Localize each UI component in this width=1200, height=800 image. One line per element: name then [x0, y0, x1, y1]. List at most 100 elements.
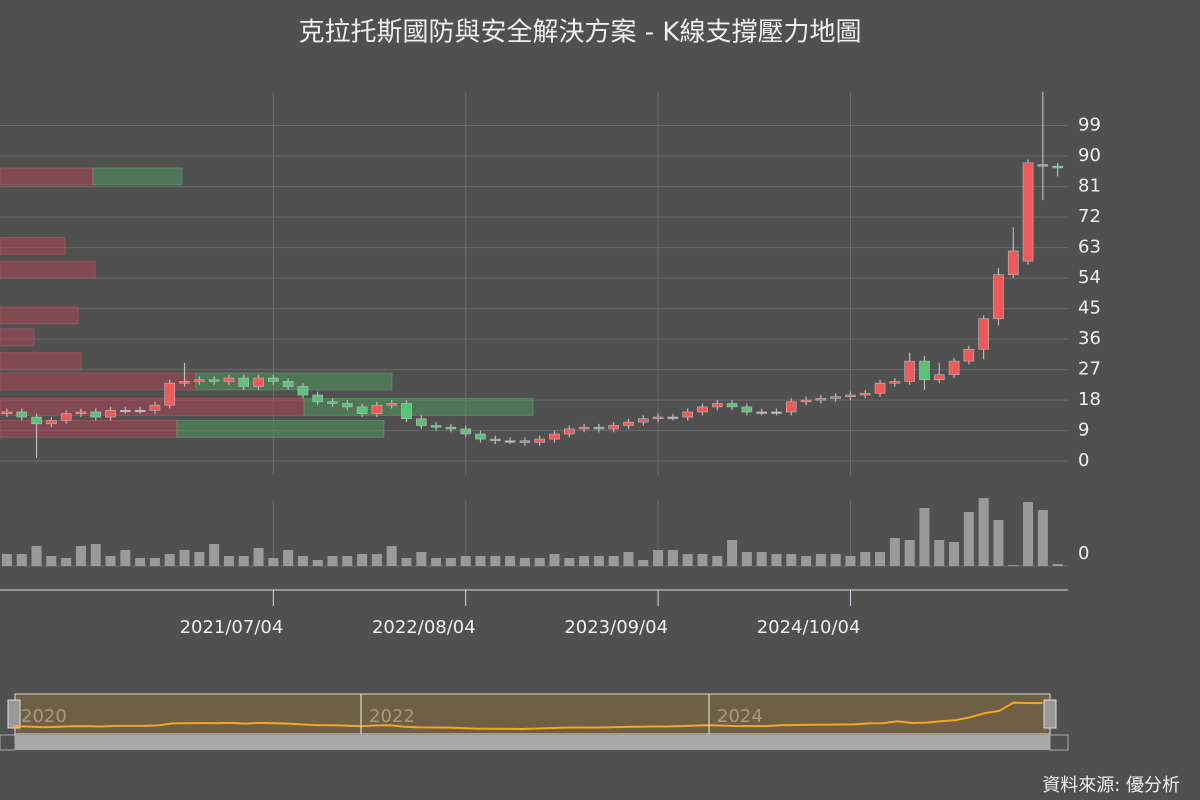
volume-bar [549, 554, 560, 566]
candle-body [948, 360, 960, 375]
volume-bar [1037, 510, 1048, 566]
volume-bar [667, 550, 678, 566]
candle-body [1022, 162, 1034, 262]
candle-body [371, 404, 383, 414]
volume-bar [904, 540, 915, 566]
candle-body [134, 409, 146, 413]
y-tick-label: 36 [1078, 328, 1101, 349]
volume-bar [194, 552, 205, 566]
candle-body [327, 401, 338, 404]
candle-body [800, 399, 812, 403]
x-tick-label: 2022/08/04 [372, 617, 476, 638]
volume-bar [505, 556, 516, 566]
candle-body [845, 394, 856, 398]
candle-body [430, 425, 442, 428]
support-zone [303, 397, 534, 416]
volume-bar [519, 558, 530, 566]
volume-bar [46, 556, 57, 566]
candle-body [1, 411, 13, 414]
volume-bar [875, 552, 886, 566]
volume-bar [534, 558, 545, 566]
volume-bar [919, 508, 930, 566]
volume-bar [416, 552, 427, 566]
candle-body [593, 426, 605, 430]
volume-bar [90, 544, 101, 566]
volume-bar [135, 558, 146, 566]
volume-bar [815, 554, 826, 566]
y-tick-label: 9 [1078, 420, 1089, 441]
candle-body [623, 421, 634, 426]
candle-body [889, 381, 901, 384]
resistance-zone [0, 328, 35, 347]
candle-body [637, 418, 649, 423]
candle-body [342, 403, 353, 408]
volume-bar [209, 544, 220, 566]
candle-body [771, 411, 782, 414]
volume-bar [682, 554, 693, 566]
x-tick-label: 2023/09/04 [564, 617, 668, 638]
volume-bar [845, 556, 856, 566]
candle-body [223, 377, 235, 382]
scrollbar[interactable] [15, 735, 1050, 750]
volume-bar [889, 538, 900, 566]
candle-body [830, 396, 841, 399]
candle-body [120, 409, 131, 413]
resistance-zone [0, 260, 96, 279]
volume-bar [105, 556, 116, 566]
candle-body [312, 394, 324, 403]
y-tick-label: 45 [1078, 298, 1101, 319]
candle-body [815, 398, 827, 401]
candle-body [608, 425, 619, 430]
candle-body [504, 440, 516, 443]
candle-body [179, 381, 190, 384]
y-tick-label: 72 [1078, 206, 1101, 227]
volume-bar [120, 550, 131, 566]
candle-body [978, 318, 989, 350]
volume-bar [771, 554, 782, 566]
y-tick-label: 63 [1078, 237, 1101, 258]
candle-body [711, 403, 723, 408]
candle-body [416, 418, 427, 426]
candle-body [208, 379, 220, 382]
source: 資料來源: 優分析 [1042, 775, 1180, 796]
candle-body [1037, 164, 1049, 167]
volume-bar [297, 556, 308, 566]
resistance-zone [0, 236, 66, 255]
volume-bar [283, 550, 294, 566]
y-tick-label: 81 [1078, 176, 1101, 197]
volume-bar [727, 540, 738, 566]
volume-bar [978, 498, 989, 566]
candle-body [785, 401, 797, 413]
candle-body [874, 382, 886, 394]
navigator-handle[interactable] [1043, 699, 1057, 729]
volume-bar [386, 546, 397, 566]
candle-body [490, 438, 501, 442]
volume-bar [623, 552, 634, 566]
navigator-label: 2020 [21, 706, 67, 727]
candle-body [549, 433, 560, 440]
volume-bar [31, 546, 42, 566]
volume-bar [1008, 565, 1019, 566]
candle-body [401, 403, 412, 420]
candle-body [519, 440, 531, 443]
y-tick-label: 54 [1078, 267, 1101, 288]
candle-body [963, 348, 975, 362]
candle-body [46, 420, 57, 425]
candle-body [652, 416, 664, 420]
candle-body [756, 411, 767, 414]
navigator-handle[interactable] [7, 699, 21, 729]
candle-body [475, 433, 486, 440]
volume-bar [1023, 502, 1034, 566]
candle-body [105, 409, 116, 418]
volume-bar [697, 554, 708, 566]
volume-bar [608, 556, 619, 566]
candle-body [919, 360, 930, 381]
resistance-zone [0, 167, 94, 186]
navigator-line [12, 701, 1043, 730]
volume-tick-label: 0 [1078, 543, 1089, 564]
candle-body [667, 416, 679, 419]
volume-bar [268, 558, 279, 566]
candle-body [268, 377, 279, 382]
candle-body [31, 416, 42, 425]
volume-bar [741, 552, 752, 566]
